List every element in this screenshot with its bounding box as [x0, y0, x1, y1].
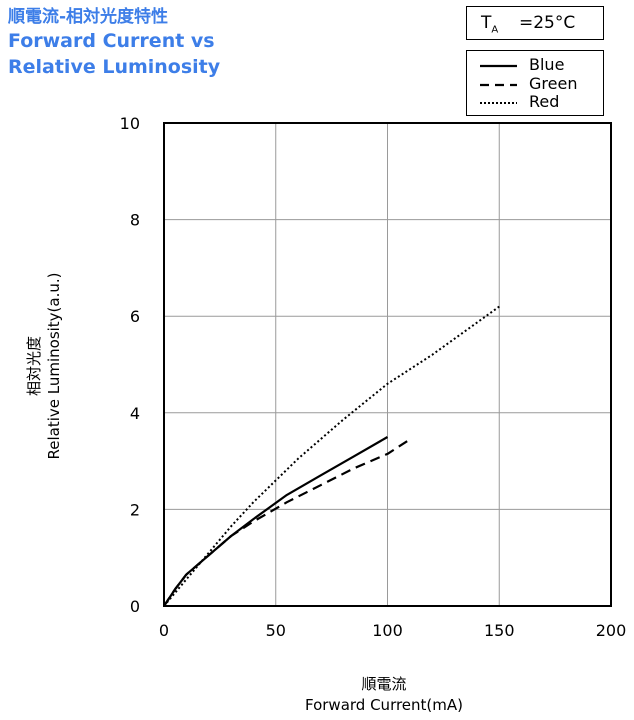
legend-item-green: Green	[479, 75, 599, 93]
legend: Blue Green Red	[466, 50, 604, 116]
chart-title: 順電流-相対光度特性 Forward Current vs Relative L…	[8, 6, 220, 80]
y-axis-label: 相対光度 Relative Luminosity(a.u.)	[24, 272, 64, 459]
y-tick-label: 8	[130, 211, 140, 230]
x-axis-label-english: Forward Current(mA)	[304, 696, 464, 714]
y-axis-label-japanese: 相対光度	[25, 335, 43, 397]
plot-frame	[163, 122, 612, 607]
series-line-red	[163, 305, 500, 607]
legend-item-blue: Blue	[479, 56, 599, 74]
x-tick-label: 0	[159, 621, 169, 640]
legend-item-red: Red	[479, 93, 599, 111]
legend-label-blue: Blue	[529, 55, 565, 74]
title-english-line1: Forward Current vs	[8, 30, 215, 52]
temperature-label: TA	[481, 13, 499, 36]
y-axis-label-english: Relative Luminosity(a.u.)	[45, 272, 63, 460]
title-english-line2: Relative Luminosity	[8, 56, 221, 78]
series-line-green	[163, 438, 411, 607]
y-tick-label: 4	[130, 404, 140, 423]
legend-label-green: Green	[529, 74, 578, 93]
x-tick-label: 100	[372, 621, 403, 640]
y-tick-label: 0	[130, 597, 140, 616]
y-tick-label: 10	[120, 114, 140, 133]
x-tick-label: 200	[596, 621, 627, 640]
y-tick-label: 6	[130, 307, 140, 326]
x-tick-label: 50	[266, 621, 286, 640]
temperature-value: =25°C	[519, 13, 576, 33]
series-line-blue	[163, 436, 389, 607]
x-axis-label-japanese: 順電流	[361, 675, 407, 693]
legend-label-red: Red	[529, 92, 560, 111]
title-japanese: 順電流-相対光度特性	[8, 7, 169, 27]
y-tick-label: 2	[130, 500, 140, 519]
temperature-condition-box: TA =25°C	[466, 6, 604, 40]
x-tick-label: 150	[484, 621, 515, 640]
x-axis-label: 順電流 Forward Current(mA)	[305, 674, 463, 716]
